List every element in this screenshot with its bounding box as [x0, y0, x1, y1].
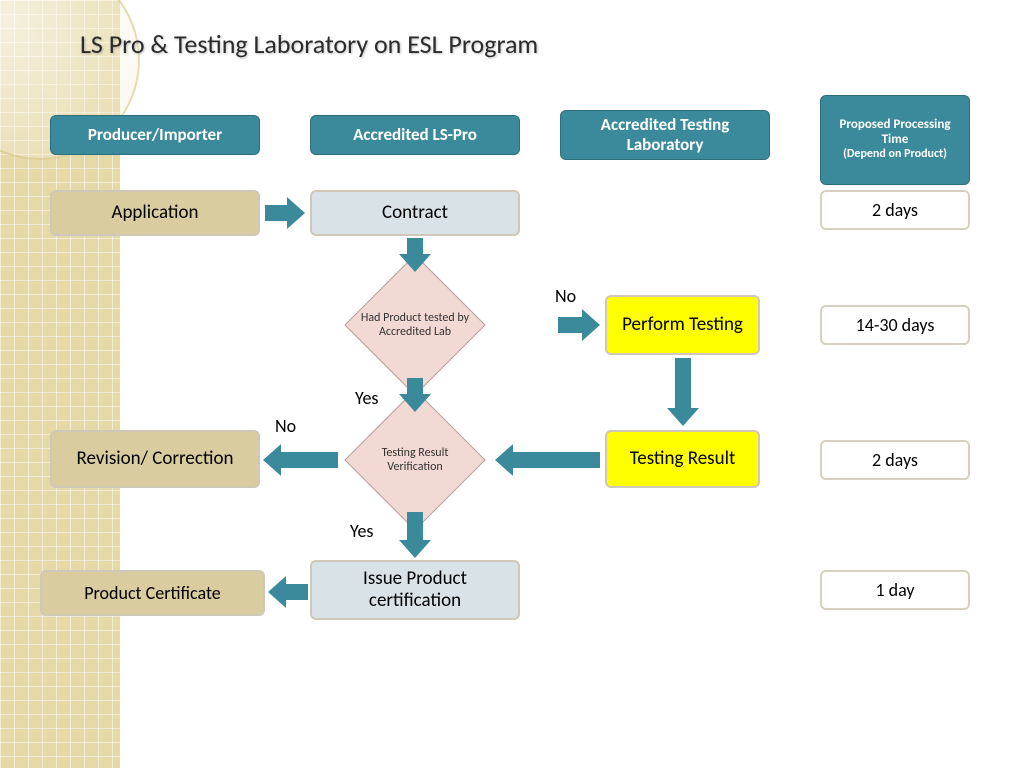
arrow-d1-d2	[399, 378, 431, 412]
header-lspro: Accredited LS-Pro	[310, 115, 520, 155]
arrow-d2-issue	[399, 512, 431, 558]
header-producer: Producer/Importer	[50, 115, 260, 155]
time-row4: 1 day	[820, 570, 970, 610]
diamond-verification-text: Testing Result Verification	[340, 405, 490, 515]
arrow-d1-perform	[558, 309, 600, 341]
arrow-issue-prodcert	[268, 576, 308, 608]
box-contract: Contract	[310, 190, 520, 236]
box-testing-result: Testing Result	[605, 430, 760, 488]
label-no-1: No	[555, 285, 576, 307]
diamond-verification: Testing Result Verification	[340, 405, 490, 515]
box-perform-testing: Perform Testing	[605, 295, 760, 355]
box-issue-cert: Issue Product certification	[310, 560, 520, 620]
label-yes-2: Yes	[350, 520, 373, 542]
header-lab: Accredited Testing Laboratory	[560, 110, 770, 160]
box-product-cert: Product Certificate	[40, 570, 265, 616]
page-title: LS Pro & Testing Laboratory on ESL Progr…	[80, 28, 538, 60]
time-row3: 2 days	[820, 440, 970, 480]
arrow-result-d2	[495, 444, 600, 476]
header-time: Proposed Processing Time (Depend on Prod…	[820, 95, 970, 185]
time-row1: 2 days	[820, 190, 970, 230]
arrow-contract-d1	[399, 238, 431, 272]
box-revision: Revision/ Correction	[50, 430, 260, 488]
box-application: Application	[50, 190, 260, 236]
header-time-line1: Proposed Processing Time	[827, 118, 963, 148]
label-no-2: No	[275, 415, 296, 437]
label-yes-1: Yes	[355, 387, 378, 409]
diamond-tested-text: Had Product tested by Accredited Lab	[340, 270, 490, 380]
arrow-app-contract	[265, 197, 305, 229]
time-row2: 14-30 days	[820, 305, 970, 345]
diamond-tested: Had Product tested by Accredited Lab	[340, 270, 490, 380]
header-time-line2: (Depend on Product)	[843, 148, 947, 162]
arrow-perform-result	[667, 358, 699, 426]
arrow-d2-revision	[263, 444, 338, 476]
